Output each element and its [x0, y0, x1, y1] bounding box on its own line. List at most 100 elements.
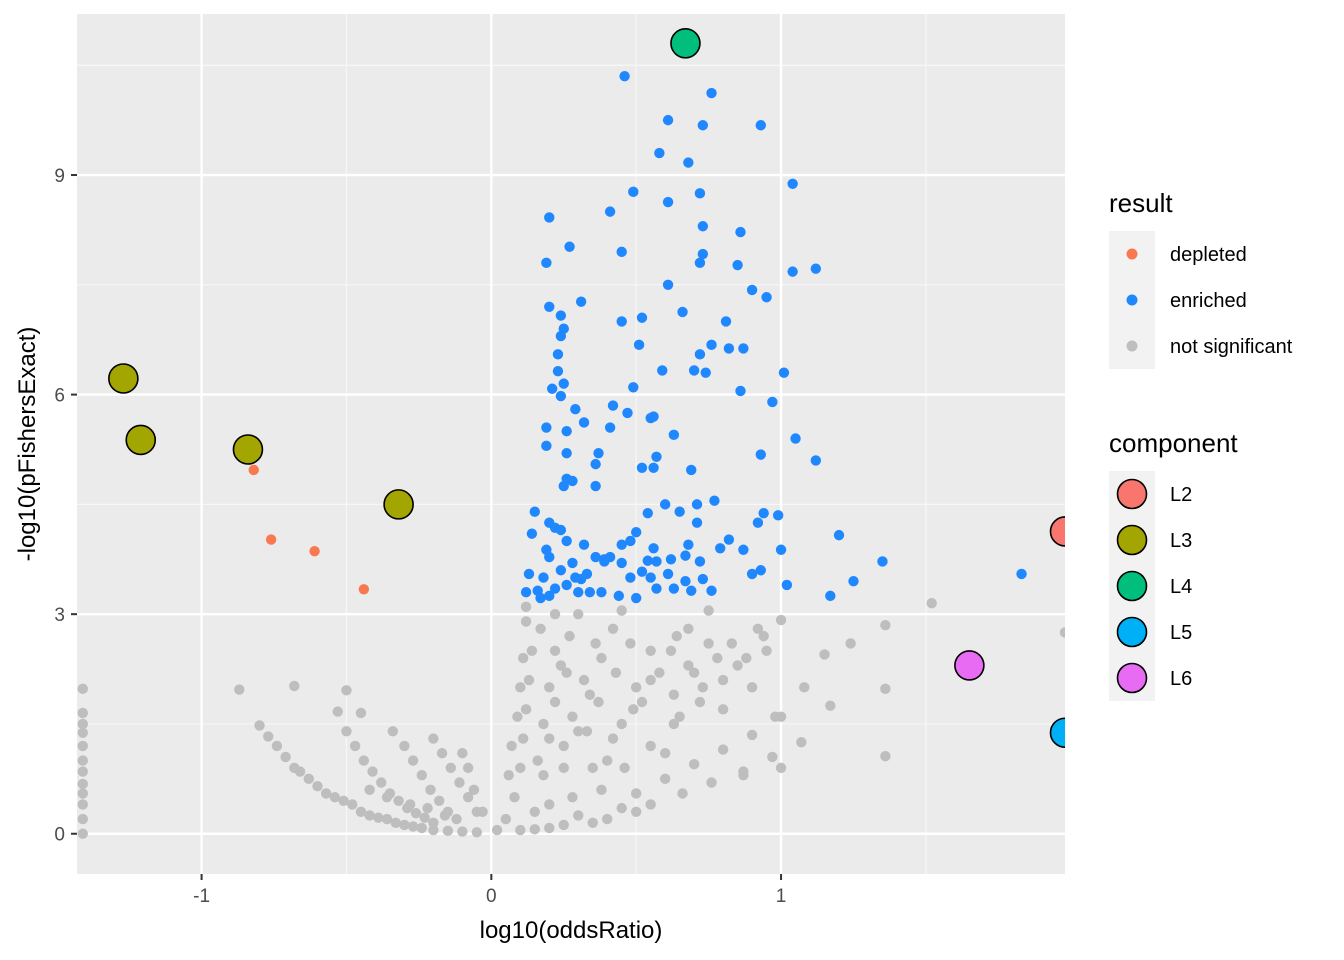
point-enriched — [648, 411, 659, 422]
point-not-significant — [668, 718, 680, 730]
point-not-significant — [471, 827, 483, 838]
point-not-significant — [683, 660, 694, 671]
point-enriched — [697, 248, 709, 260]
point-enriched — [662, 279, 674, 291]
point-not-significant — [880, 619, 891, 631]
point-enriched — [715, 543, 726, 554]
point-enriched — [651, 583, 662, 594]
y-tick-label: 0 — [54, 825, 65, 846]
point-enriched — [625, 572, 636, 583]
point-not-significant — [717, 744, 729, 755]
point-not-significant — [341, 685, 352, 696]
point-not-significant — [581, 726, 593, 737]
component-point-l3 — [383, 489, 414, 520]
legend-title: result — [1109, 188, 1173, 218]
x-tick-label: 0 — [486, 886, 497, 907]
component-point-l4 — [670, 27, 701, 59]
point-not-significant — [578, 674, 590, 686]
point-enriched — [810, 455, 822, 466]
point-not-significant — [364, 784, 375, 796]
point-not-significant — [410, 808, 422, 819]
point-enriched — [680, 550, 691, 561]
component-point-l5 — [1049, 717, 1065, 749]
point-not-significant — [457, 748, 468, 759]
axes: -1 0 1 0 3 6 9 — [54, 166, 786, 907]
point-enriched — [520, 587, 532, 598]
component-point-l3 — [108, 363, 139, 394]
point-not-significant — [77, 707, 88, 719]
point-not-significant — [77, 799, 88, 810]
legend-label: depleted — [1170, 244, 1247, 266]
point-not-significant — [555, 660, 567, 671]
point-enriched — [691, 499, 703, 510]
point-not-significant — [630, 682, 642, 693]
point-not-significant — [726, 638, 738, 649]
point-enriched — [636, 566, 648, 577]
point-enriched — [755, 120, 766, 131]
point-not-significant — [312, 780, 323, 792]
point-enriched — [662, 568, 674, 580]
point-not-significant — [462, 762, 474, 774]
legend-swatch — [1116, 478, 1148, 510]
point-enriched — [732, 259, 743, 271]
point-not-significant — [671, 630, 682, 642]
point-not-significant — [462, 791, 474, 803]
point-not-significant — [387, 726, 399, 737]
point-enriched — [723, 534, 735, 545]
point-enriched — [787, 266, 798, 277]
point-enriched — [558, 480, 569, 492]
point-enriched — [544, 212, 555, 223]
point-not-significant — [602, 813, 613, 825]
point-enriched — [541, 257, 552, 269]
point-not-significant — [1059, 627, 1065, 638]
point-not-significant — [799, 682, 810, 693]
point-not-significant — [393, 795, 404, 807]
point-not-significant — [674, 711, 685, 722]
point-not-significant — [683, 623, 694, 635]
point-not-significant — [573, 608, 584, 620]
point-enriched — [761, 292, 772, 303]
point-enriched — [752, 517, 764, 528]
point-not-significant — [422, 802, 433, 814]
point-not-significant — [738, 769, 749, 781]
point-not-significant — [668, 689, 680, 700]
point-enriched — [775, 544, 787, 555]
point-enriched — [567, 557, 578, 569]
x-tick-label: -1 — [193, 886, 210, 907]
point-not-significant — [381, 813, 393, 825]
point-not-significant — [616, 718, 627, 730]
legend-swatch — [1126, 248, 1138, 260]
component-point-l3 — [232, 434, 264, 465]
y-tick-label: 3 — [54, 605, 65, 626]
point-not-significant — [628, 704, 639, 715]
point-enriched — [561, 579, 572, 591]
grid-lines — [77, 14, 1065, 874]
point-not-significant — [717, 704, 729, 715]
point-not-significant — [381, 791, 393, 803]
point-not-significant — [520, 616, 532, 627]
point-enriched — [787, 178, 798, 190]
point-not-significant — [341, 726, 352, 737]
point-not-significant — [515, 824, 526, 836]
point-not-significant — [234, 684, 245, 695]
point-enriched — [616, 539, 627, 550]
point-enriched — [549, 583, 561, 594]
point-not-significant — [659, 748, 671, 759]
legend-label: L2 — [1170, 484, 1192, 506]
point-not-significant — [706, 777, 717, 788]
point-not-significant — [587, 817, 598, 828]
point-enriched — [590, 551, 601, 563]
point-enriched — [578, 539, 590, 550]
point-not-significant — [390, 817, 401, 828]
point-enriched — [720, 316, 732, 327]
legend-swatch — [1126, 340, 1138, 352]
point-enriched — [697, 120, 709, 131]
point-not-significant — [428, 733, 439, 744]
point-not-significant — [630, 788, 642, 799]
point-not-significant — [445, 762, 456, 774]
point-not-significant — [775, 762, 787, 774]
point-not-significant — [558, 762, 569, 774]
point-enriched — [590, 480, 601, 492]
point-not-significant — [775, 711, 787, 722]
point-not-significant — [616, 605, 627, 616]
